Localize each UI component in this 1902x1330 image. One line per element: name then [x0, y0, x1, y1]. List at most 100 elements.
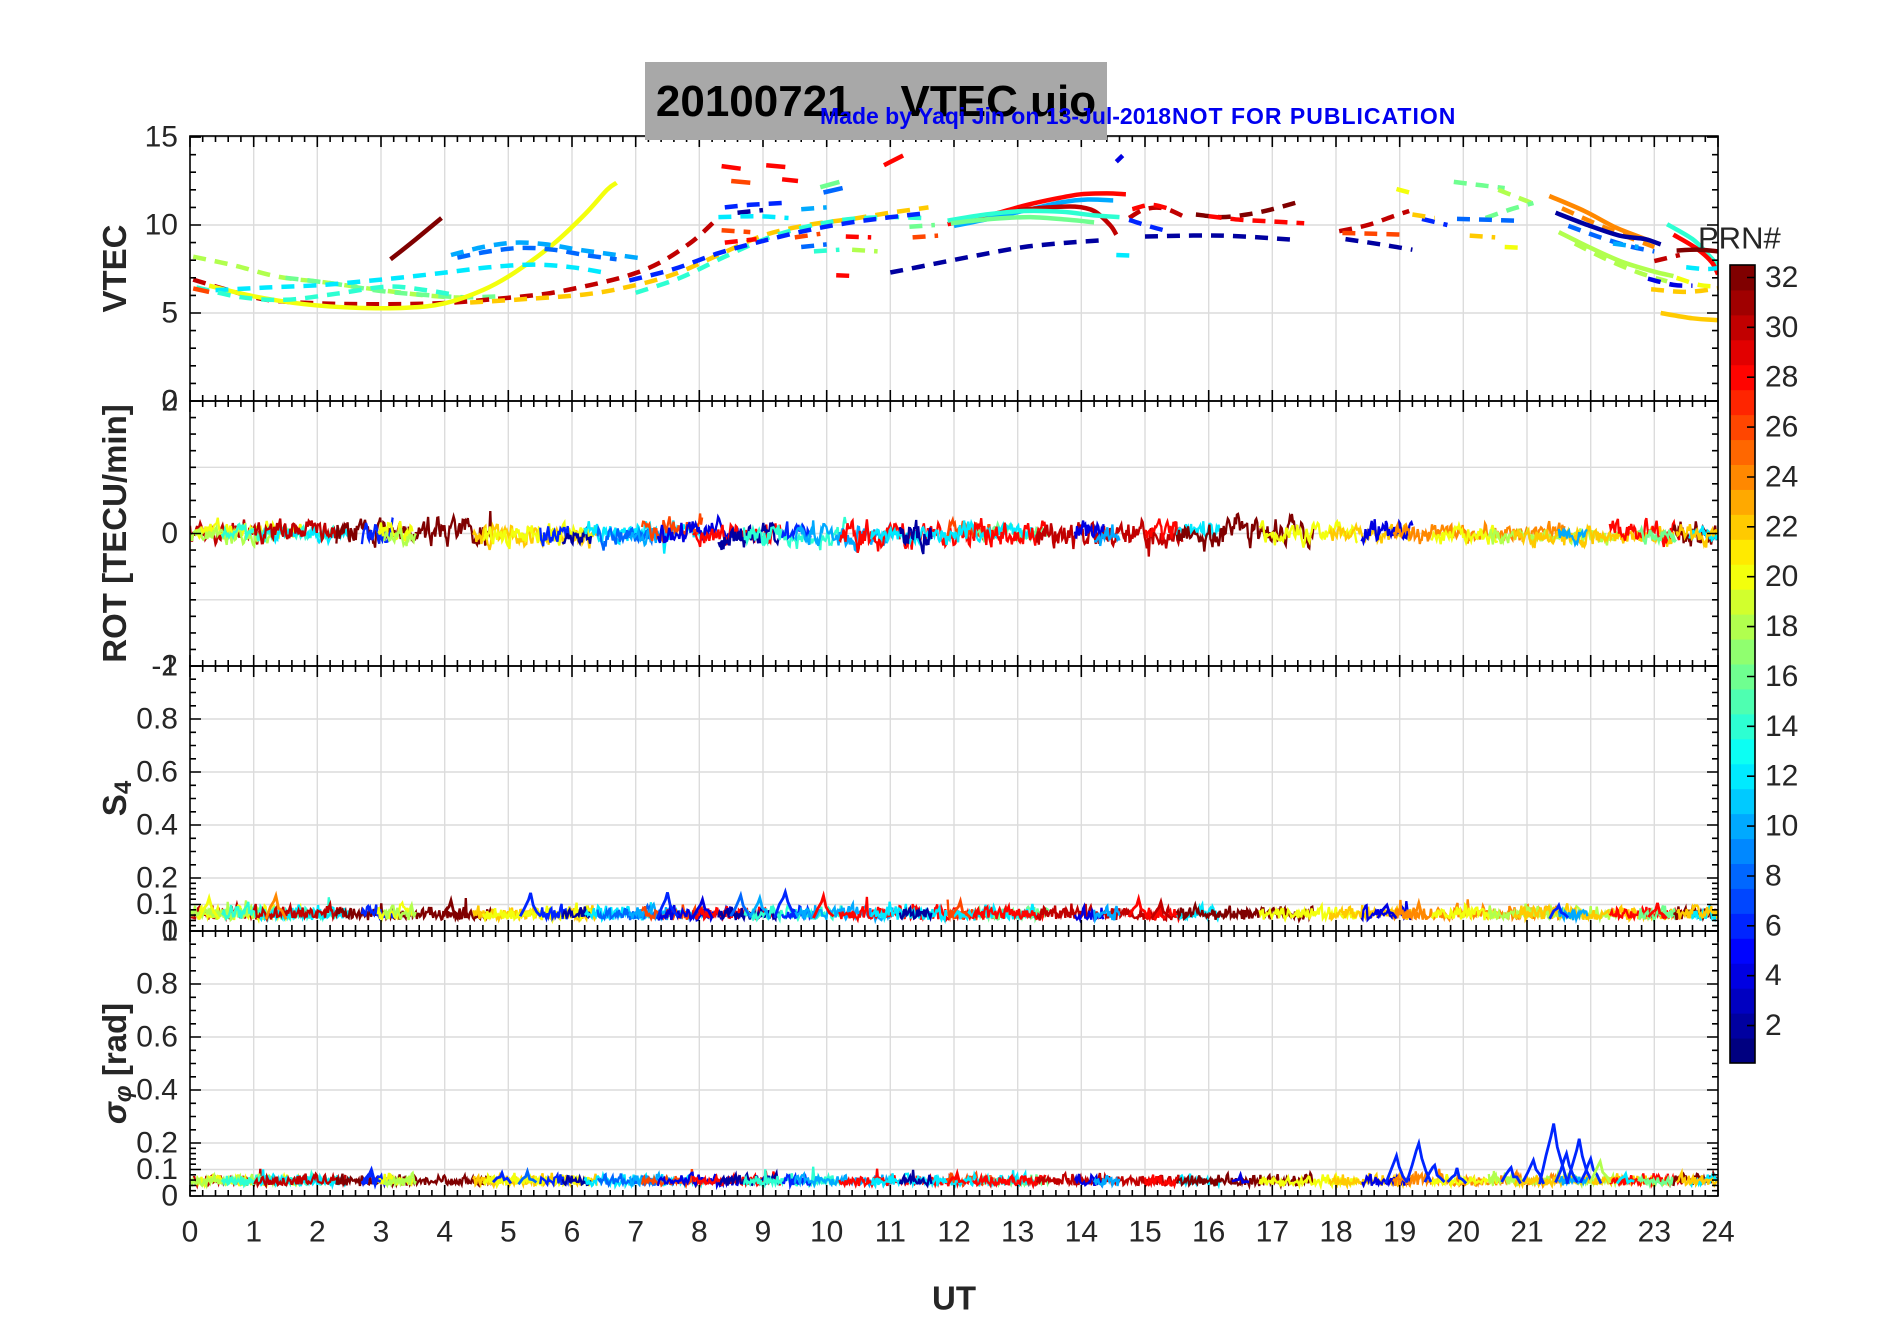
- x-tick-label: 13: [1001, 1216, 1034, 1249]
- sig-noise-prn10: [1093, 1174, 1121, 1189]
- x-tick-label: 14: [1065, 1216, 1098, 1249]
- vtec-trace-prn4: [1114, 153, 1125, 164]
- s4-spike-prn24: [1408, 897, 1430, 921]
- sig-noise-prn14: [742, 1166, 847, 1189]
- vtec-trace-prn2: [889, 237, 1107, 275]
- vtec-ylabel: VTEC: [96, 224, 133, 312]
- colorbar-tick-label: 16: [1765, 660, 1798, 693]
- vtec-trace-prn26: [192, 286, 210, 295]
- vtec-trace-prn22: [1650, 286, 1718, 295]
- s4-spike-prn32: [440, 894, 462, 921]
- colorbar-block-prn11: [1730, 788, 1755, 815]
- s4-spike-prn24: [264, 890, 288, 920]
- sig-ytick-label: 0.6: [136, 1021, 178, 1054]
- s4-noise-prn18: [383, 900, 417, 921]
- vtec-data: [192, 153, 1718, 323]
- vtec-trace-prn2: [1345, 236, 1413, 252]
- vtec-trace-prn30: [1653, 252, 1681, 264]
- colorbar-block-prn25: [1730, 439, 1755, 465]
- s4-spike-prn6: [518, 892, 543, 918]
- vtec-trace-prn16: [819, 179, 841, 190]
- s4-ytick-label: 0.8: [136, 703, 178, 736]
- colorbar-tick-label: 6: [1765, 909, 1782, 942]
- colorbar-block-prn19: [1730, 589, 1755, 615]
- sig-noise-prn22: [1676, 1167, 1718, 1188]
- rot-noise-prn2: [898, 519, 933, 555]
- x-tick-label: 5: [500, 1216, 517, 1249]
- colorbar-tick-label: 30: [1765, 311, 1798, 344]
- s4-noise-prn2: [561, 906, 592, 920]
- sig-ytick-label: 0: [161, 1180, 178, 1213]
- colorbar-block-prn17: [1730, 639, 1755, 665]
- x-tick-label: 17: [1256, 1216, 1289, 1249]
- x-tick-label: 3: [373, 1216, 390, 1249]
- colorbar-block-prn29: [1730, 339, 1755, 366]
- vtec-trace-prn16: [1453, 179, 1506, 191]
- rot-ytick-label: 0: [161, 517, 178, 550]
- vtec-trace-prn12: [1116, 252, 1136, 259]
- s4-spike-prn26: [949, 896, 971, 919]
- sig-frame: [189, 930, 1719, 1197]
- s4-spike-prn10: [748, 893, 771, 920]
- colorbar-block-prn5: [1730, 938, 1755, 964]
- sig-noise-prn2: [898, 1169, 933, 1189]
- colorbar-tick-label: 20: [1765, 560, 1798, 593]
- vtec-grid: [190, 136, 1718, 401]
- x-tick-label: 16: [1192, 1216, 1225, 1249]
- s4-noise-prn16: [1638, 905, 1677, 922]
- x-tick-label: 23: [1638, 1216, 1671, 1249]
- s4-spike-prn8: [729, 890, 753, 919]
- s4-noise-prn8: [596, 902, 659, 922]
- figure-title: 20100721 VTEC uio: [645, 62, 1107, 140]
- colorbar-block-prn13: [1730, 738, 1755, 765]
- x-tick-labels: 0 1 2 3 4 5 6 7 8 9 10 11 12 13 14 15 16 17 18 19 20 21 22 23 24: [182, 1216, 1735, 1249]
- sig-spike-prn4: [1231, 1170, 1250, 1185]
- s4-noise-prn12: [870, 901, 958, 925]
- rot-tick-labels: 20-2: [151, 385, 178, 683]
- sig-noise-prn18: [383, 1170, 417, 1189]
- colorbar-block-prn23: [1730, 489, 1755, 515]
- vtec-trace-prn2: [1144, 233, 1298, 243]
- colorbar-block-prn21: [1730, 539, 1755, 565]
- colorbar-block-prn31: [1730, 289, 1755, 316]
- vtec-trace-prn20: [1504, 244, 1524, 251]
- colorbar-tick-label: 28: [1765, 361, 1798, 394]
- sig-spike-prn18: [1588, 1157, 1612, 1184]
- vtec-trace-prn12: [215, 262, 605, 293]
- vtec-trace-prn20: [1395, 186, 1417, 197]
- sig-ytick-label: 0.1: [136, 1153, 178, 1186]
- sig-noise-prn16: [1637, 1173, 1678, 1189]
- vtec-trace-prn26: [721, 228, 751, 235]
- colorbar-tick-label: 2: [1765, 1009, 1782, 1042]
- rot-noise-prn12: [583, 520, 707, 554]
- vtec-trace-prn18: [851, 247, 878, 254]
- sig-ytick-label: 1: [161, 915, 178, 948]
- x-tick-label: 21: [1510, 1216, 1543, 1249]
- rot-noise-prn30: [1035, 516, 1184, 557]
- sig-spike-prn12: [1615, 1170, 1635, 1185]
- x-tick-label: 12: [937, 1216, 970, 1249]
- vtec-trace-prn26: [730, 178, 751, 186]
- vtec-trace-prn22: [1469, 233, 1496, 240]
- s4-noise-prn18: [1487, 903, 1621, 924]
- vtec-trace-prn26: [912, 233, 939, 240]
- rot-noise-prn22: [1513, 523, 1675, 550]
- s4-ytick-label: 0.2: [136, 862, 178, 895]
- x-tick-label: 22: [1574, 1216, 1607, 1249]
- vtec-trace-prn4: [1647, 276, 1693, 288]
- x-tick-label: 19: [1383, 1216, 1416, 1249]
- rot-noise-prn18: [383, 527, 417, 549]
- s4-spike-prn6: [655, 892, 679, 920]
- vtec-trace-prn30: [1127, 205, 1185, 220]
- vtec-trace-prn12: [1685, 265, 1718, 272]
- vtec-trace-prn14: [813, 247, 840, 254]
- x-tick-label: 20: [1447, 1216, 1480, 1249]
- sig-noise-prn2: [717, 1168, 780, 1187]
- colorbar-tick-label: 18: [1765, 610, 1798, 643]
- vtec-trace-prn18: [1557, 230, 1674, 279]
- sig-grid: [190, 931, 1718, 1196]
- vtec-trace-prn18: [1497, 187, 1538, 207]
- sig-spike-prn28: [947, 1168, 967, 1185]
- sig-tick-labels: 10.80.60.40.20.10: [136, 915, 178, 1213]
- vtec-ytick-label: 10: [145, 209, 178, 242]
